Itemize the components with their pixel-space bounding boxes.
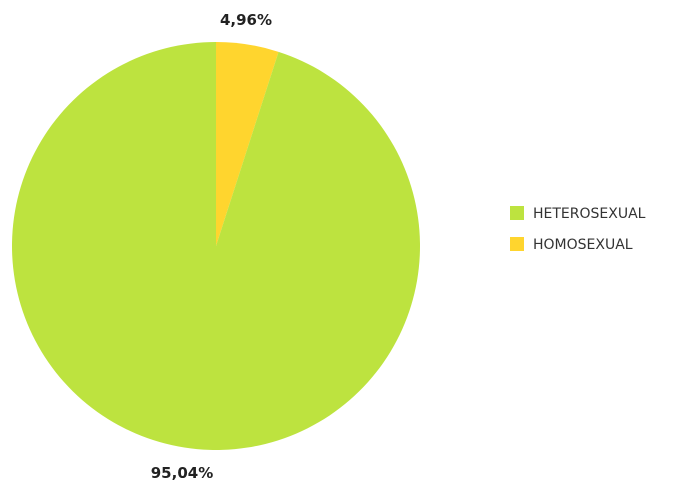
legend-swatch-heterosexual	[510, 206, 524, 220]
pie-slice-heterosexual	[11, 42, 420, 450]
pie-slice-homosexual	[216, 42, 279, 246]
pie-slices	[11, 42, 420, 450]
legend-swatch-homosexual	[510, 237, 524, 251]
slice-label-heterosexual: 95,04%	[151, 464, 213, 482]
slice-label-homosexual: 4,96%	[220, 11, 272, 29]
legend-label-homosexual: HOMOSEXUAL	[533, 237, 633, 253]
pie-labels: 4,96% 95,04%	[151, 11, 272, 482]
legend-label-heterosexual: HETEROSEXUAL	[533, 206, 646, 222]
legend: HETEROSEXUAL HOMOSEXUAL	[510, 206, 646, 253]
